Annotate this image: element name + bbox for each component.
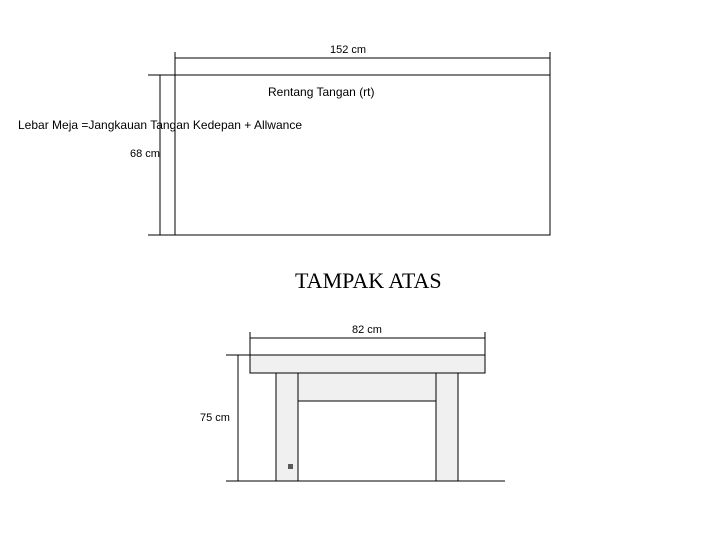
side-height-dim-label: 75 cm	[200, 412, 230, 424]
top-width-dim-label: 152 cm	[330, 44, 366, 56]
annotation-lebar: Lebar Meja =Jangkauan Tangan Kedepan + A…	[18, 118, 302, 132]
top-height-dim-label: 68 cm	[130, 148, 160, 160]
side-width-dim-label: 82 cm	[352, 324, 382, 336]
annotation-rentang: Rentang Tangan (rt)	[268, 85, 375, 99]
view-title: TAMPAK ATAS	[295, 268, 442, 294]
